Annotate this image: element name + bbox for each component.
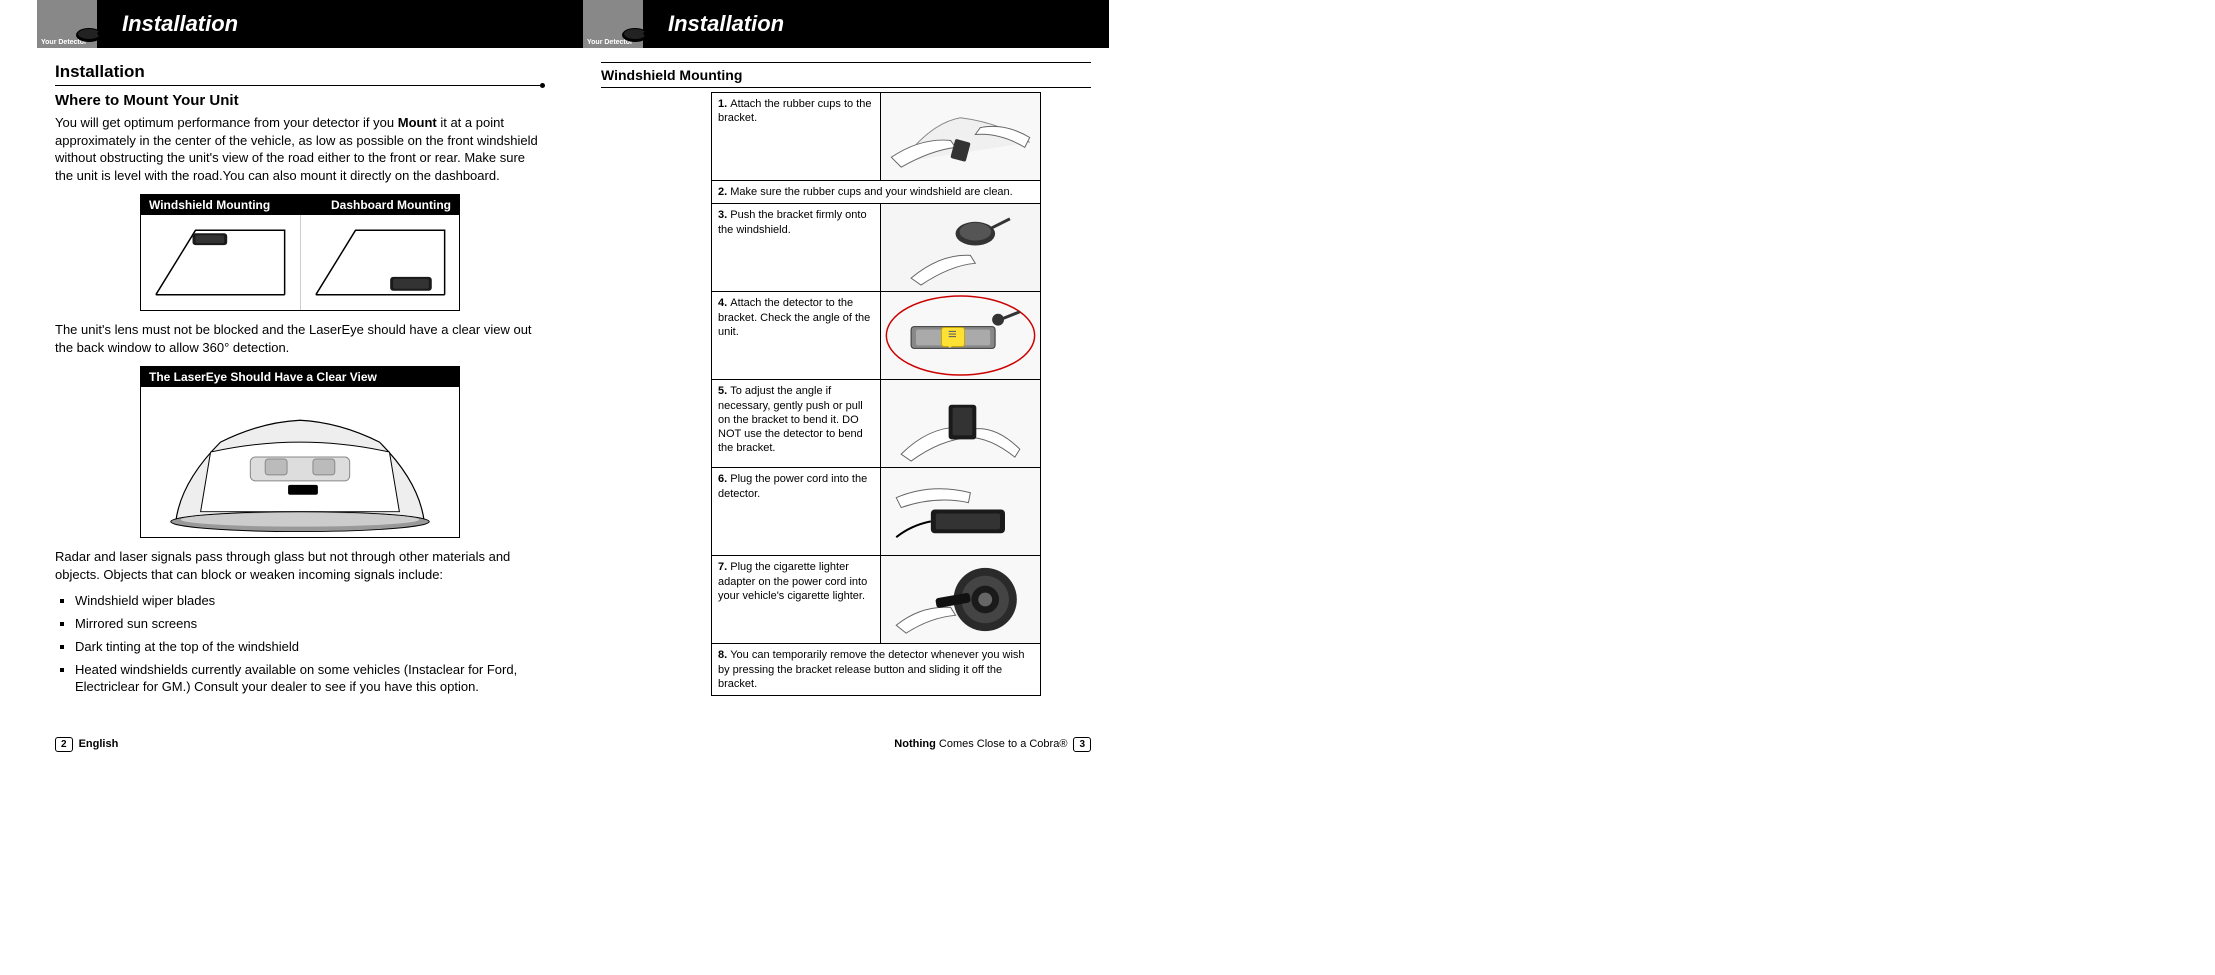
lasereye-illustration [141,387,459,537]
detector-icon [75,26,107,44]
heading-installation: Installation [55,62,545,86]
step-text: 3. Push the bracket firmly onto the wind… [712,204,880,291]
bullet-item: Heated windshields currently available o… [75,662,545,696]
fig2-label: The LaserEye Should Have a Clear View [149,370,451,384]
step-illustration [880,556,1040,643]
bullet-item: Dark tinting at the top of the windshiel… [75,639,545,656]
mounting-figure-header: Windshield Mounting Dashboard Mounting [141,195,459,215]
page-right: Your Detector Installation Windshield Mo… [583,0,1109,702]
header-title: Installation [122,11,238,37]
annotation-icon[interactable] [941,327,965,347]
footer-text: Nothing Comes Close to a Cobra® [894,738,1067,750]
step-text: 6. Plug the power cord into the detector… [712,468,880,555]
para-3: Radar and laser signals pass through gla… [55,548,545,583]
footer-bold: Nothing [894,738,936,750]
p1-a: You will get optimum performance from yo… [55,115,398,130]
header-title: Installation [668,11,784,37]
detector-icon [621,26,653,44]
step-row: 7. Plug the cigarette lighter adapter on… [712,556,1040,644]
steps-table: 1. Attach the rubber cups to the bracket… [711,92,1041,696]
step-row: 1. Attach the rubber cups to the bracket… [712,93,1040,181]
bullet-item: Mirrored sun screens [75,616,545,633]
page-header: Your Detector Installation [583,0,1109,48]
step-text: 5. To adjust the angle if necessary, gen… [712,380,880,467]
bullet-item: Windshield wiper blades [75,593,545,610]
step-row: 5. To adjust the angle if necessary, gen… [712,380,1040,468]
right-content: Windshield Mounting 1. Attach the rubber… [583,48,1109,696]
step-row: 8. You can temporarily remove the detect… [712,644,1040,695]
lasereye-figure: The LaserEye Should Have a Clear View [140,366,460,538]
step-illustration [880,380,1040,467]
windshield-mount-illustration [141,215,301,310]
page-number: 3 [1073,737,1091,752]
heading-where: Where to Mount Your Unit [55,92,545,109]
footer-right: Nothing Comes Close to a Cobra® 3 [601,737,1091,752]
step-text: 2. Make sure the rubber cups and your wi… [712,181,1040,203]
page-number: 2 [55,737,73,752]
step-illustration [880,468,1040,555]
left-content: Installation Where to Mount Your Unit Yo… [37,48,563,696]
bullet-list: Windshield wiper blades Mirrored sun scr… [75,593,545,695]
footer-left: 2 English [55,737,545,752]
step-text: 8. You can temporarily remove the detect… [712,644,1040,695]
p1-bold: Mount [398,115,437,130]
step-row: 3. Push the bracket firmly onto the wind… [712,204,1040,292]
footer-rest: Comes Close to a Cobra® [936,738,1068,750]
heading-windshield: Windshield Mounting [601,62,1091,88]
para-2: The unit's lens must not be blocked and … [55,321,545,356]
fig1-label-a: Windshield Mounting [149,198,331,212]
page-header: Your Detector Installation [37,0,563,48]
tab-box: Your Detector [583,0,643,48]
mounting-figure: Windshield Mounting Dashboard Mounting [140,194,460,311]
step-text: 7. Plug the cigarette lighter adapter on… [712,556,880,643]
step-text: 1. Attach the rubber cups to the bracket… [712,93,880,180]
step-text: 4. Attach the detector to the bracket. C… [712,292,880,379]
lasereye-figure-header: The LaserEye Should Have a Clear View [141,367,459,387]
step-row: 2. Make sure the rubber cups and your wi… [712,181,1040,204]
step-illustration [880,93,1040,180]
step-illustration [880,292,1040,379]
step-illustration [880,204,1040,291]
fig1-label-b: Dashboard Mounting [331,198,451,212]
footer-text: English [79,738,119,750]
dashboard-mount-illustration [301,215,460,310]
page-left: Your Detector Installation Installation … [37,0,563,702]
para-1: You will get optimum performance from yo… [55,114,545,184]
tab-box: Your Detector [37,0,97,48]
step-row: 6. Plug the power cord into the detector… [712,468,1040,556]
step-row: 4. Attach the detector to the bracket. C… [712,292,1040,380]
